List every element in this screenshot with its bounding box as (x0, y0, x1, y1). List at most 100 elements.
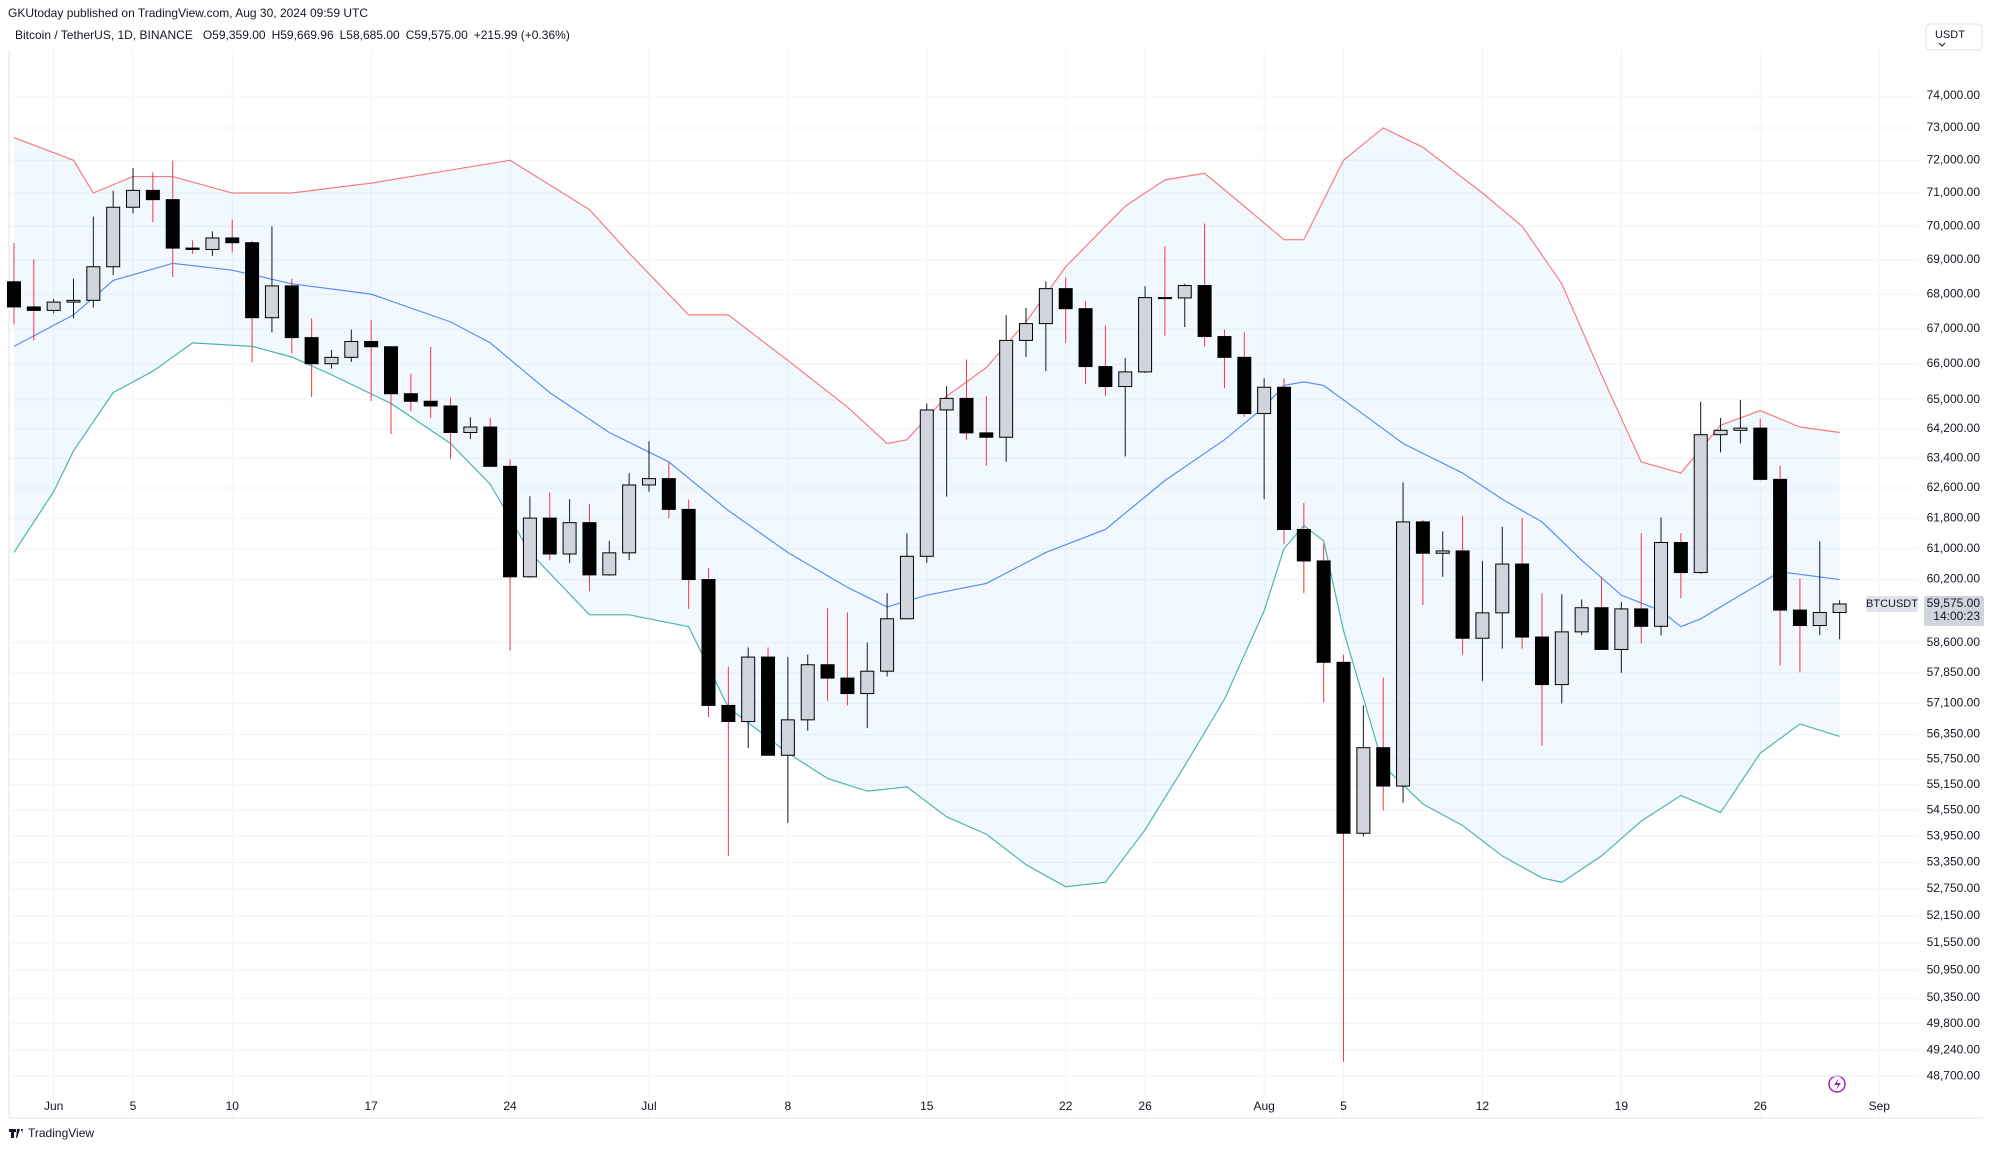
candle-body (304, 337, 319, 365)
candle-body (1197, 285, 1212, 338)
candle-body (245, 242, 260, 319)
y-tick-label: 56,350.00 (1927, 727, 1981, 741)
candle-body (324, 356, 339, 365)
y-tick-label: 52,750.00 (1927, 881, 1981, 895)
candle-body (443, 405, 458, 433)
candle-body (1455, 550, 1470, 639)
candle-body (1812, 611, 1827, 627)
candle-body (622, 484, 637, 554)
candle-body (959, 397, 974, 434)
y-tick-label: 53,950.00 (1927, 828, 1981, 842)
candle-body (1435, 550, 1450, 554)
candle-body (979, 432, 994, 438)
x-tick-label: 10 (226, 1099, 240, 1113)
candle-body (1356, 747, 1371, 834)
y-tick-label: 64,200.00 (1927, 421, 1981, 435)
candle-body (761, 656, 776, 756)
brand-text: TradingView (28, 1126, 94, 1140)
candle-body (165, 199, 180, 249)
candle-body (423, 400, 438, 407)
candle-body (106, 206, 121, 268)
band-line (13, 262, 1840, 628)
candle-body (840, 677, 855, 695)
candle-body (1138, 297, 1153, 373)
y-tick-label: 60,200.00 (1927, 572, 1981, 586)
candle-body (562, 522, 577, 555)
candle-body (1019, 323, 1034, 341)
y-tick-label: 49,240.00 (1927, 1042, 1981, 1056)
symbol: Bitcoin / TetherUS, 1D, BINANCE (15, 28, 193, 42)
candle-body (1574, 607, 1589, 633)
candle-body (800, 664, 815, 721)
candle-body (364, 340, 379, 348)
y-tick-label: 68,000.00 (1927, 286, 1981, 300)
candle-body (225, 237, 240, 244)
candle-body (701, 579, 716, 706)
candle-body (463, 426, 478, 433)
candle-body (264, 285, 279, 319)
candle-body (26, 306, 41, 311)
candle-body (1296, 528, 1311, 562)
candle-body (1396, 521, 1411, 787)
y-tick-label: 48,700.00 (1927, 1068, 1981, 1082)
price-tag-label: 59,575.00 (1927, 596, 1981, 610)
brand: TradingView (9, 1126, 94, 1140)
candle-body (681, 508, 696, 581)
y-tick-label: 50,950.00 (1927, 962, 1981, 976)
symbol-legend: Bitcoin / TetherUS, 1D, BINANCE O59,359.0… (15, 28, 570, 42)
candle-body (483, 426, 498, 467)
candle-body (1237, 356, 1252, 415)
y-tick-label: 66,000.00 (1927, 356, 1981, 370)
y-tick-label: 61,000.00 (1927, 541, 1981, 555)
y-tick-label: 52,150.00 (1927, 908, 1981, 922)
y-tick-label: 67,000.00 (1927, 321, 1981, 335)
candle-body (1118, 371, 1133, 388)
candle-body (1217, 336, 1232, 358)
x-tick-label: 24 (503, 1099, 517, 1113)
y-tick-label: 51,550.00 (1927, 935, 1981, 949)
candle-body (1475, 612, 1490, 639)
candle-body (126, 189, 141, 208)
candle-body (721, 704, 736, 723)
candle-body (1257, 386, 1272, 415)
x-tick-label: Jul (641, 1099, 656, 1113)
candle-body (1078, 308, 1093, 368)
icon-bolt[interactable] (1834, 1078, 1841, 1090)
ohlc-value: O59,359.00 (203, 28, 266, 42)
x-tick-label: 5 (130, 1099, 137, 1113)
y-tick-label: 61,800.00 (1927, 510, 1981, 524)
candle-body (1832, 603, 1847, 613)
grid (9, 50, 1919, 1118)
candle-body (1157, 297, 1172, 300)
candle-body (205, 237, 220, 250)
x-tick-label: Aug (1253, 1099, 1274, 1113)
candle-body (145, 189, 160, 201)
x-tick-label: 26 (1754, 1099, 1768, 1113)
candle-body (1594, 607, 1609, 650)
y-tick-label: 55,750.00 (1927, 752, 1981, 766)
candle-body (1336, 661, 1351, 834)
y-tick-label: 53,350.00 (1927, 855, 1981, 869)
candle-body (1058, 288, 1073, 310)
currency-label[interactable]: USDT (1935, 29, 1965, 41)
candle-body (860, 670, 875, 695)
y-tick-label: 49,800.00 (1927, 1016, 1981, 1030)
y-tick-label: 73,000.00 (1927, 120, 1981, 134)
candle-body (820, 664, 835, 679)
axes: 74,000.00 73,000.00 72,000.00 71,000.00 70,0… (44, 88, 1980, 1113)
candle-body (1614, 608, 1629, 650)
candle-body (1554, 631, 1569, 686)
brand-logo (9, 1129, 23, 1138)
x-tick-label: 5 (1340, 1099, 1347, 1113)
candle-body (1098, 366, 1113, 388)
candle-body (1634, 608, 1649, 627)
y-tick-label: 55,150.00 (1927, 777, 1981, 791)
x-tick-label: 19 (1615, 1099, 1629, 1113)
ohlc-value: L58,685.00 (340, 28, 400, 42)
symbol-tag (1866, 595, 1918, 612)
y-tick-label: 63,400.00 (1927, 450, 1981, 464)
candle-body (1515, 563, 1530, 638)
candle-body (6, 281, 21, 308)
symbol-tag-label: BTCUSDT (1866, 598, 1918, 610)
